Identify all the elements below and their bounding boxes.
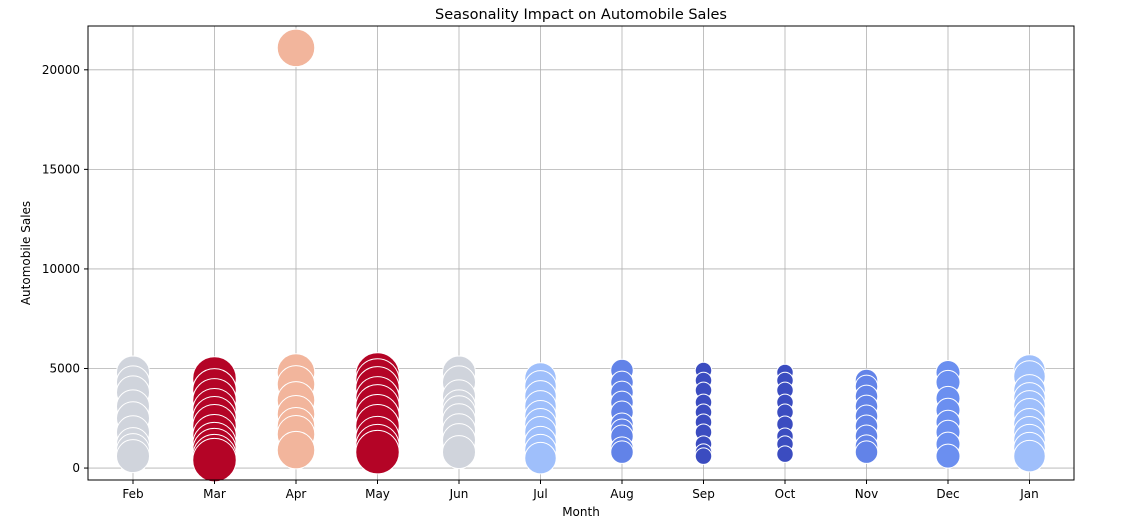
x-tick-label: Oct [775, 487, 796, 501]
x-tick-label: Dec [936, 487, 959, 501]
data-point [1013, 439, 1046, 473]
data-point [355, 429, 400, 475]
data-point [776, 445, 794, 463]
data-point [694, 447, 713, 465]
x-tick-label: Apr [286, 487, 307, 501]
grid-lines [88, 26, 1074, 480]
y-axis-label: Automobile Sales [19, 201, 33, 305]
chart-title: Seasonality Impact on Automobile Sales [435, 7, 727, 23]
data-point [276, 430, 316, 470]
data-points [116, 28, 1046, 483]
x-tick-label: May [365, 487, 390, 501]
y-axis-ticks: 0 5000 10000 15000 20000 [42, 63, 88, 475]
x-tick-label: Jun [449, 487, 469, 501]
x-tick-label: Aug [610, 487, 633, 501]
y-tick-label: 20000 [42, 63, 80, 77]
data-point [192, 437, 237, 483]
data-point [116, 439, 150, 474]
x-tick-label: Feb [122, 487, 143, 501]
data-point [276, 28, 316, 68]
x-tick-label: Mar [203, 487, 226, 501]
x-tick-label: Sep [692, 487, 715, 501]
data-point [442, 435, 476, 470]
data-point [854, 440, 879, 464]
x-tick-label: Jan [1019, 487, 1039, 501]
data-point [935, 443, 961, 469]
y-tick-label: 5000 [49, 361, 80, 375]
x-axis-label: Month [562, 505, 600, 519]
data-point [524, 441, 557, 475]
y-tick-label: 15000 [42, 162, 80, 176]
plot-area-frame [87, 25, 1075, 481]
y-tick-label: 0 [72, 461, 80, 475]
y-tick-label: 10000 [42, 262, 80, 276]
data-point [610, 440, 634, 464]
x-tick-label: Jul [532, 487, 547, 501]
x-axis-ticks: Feb Mar Apr May Jun Jul Aug Sep Oct Nov Dec Jan [122, 480, 1039, 501]
x-tick-label: Nov [855, 487, 878, 501]
